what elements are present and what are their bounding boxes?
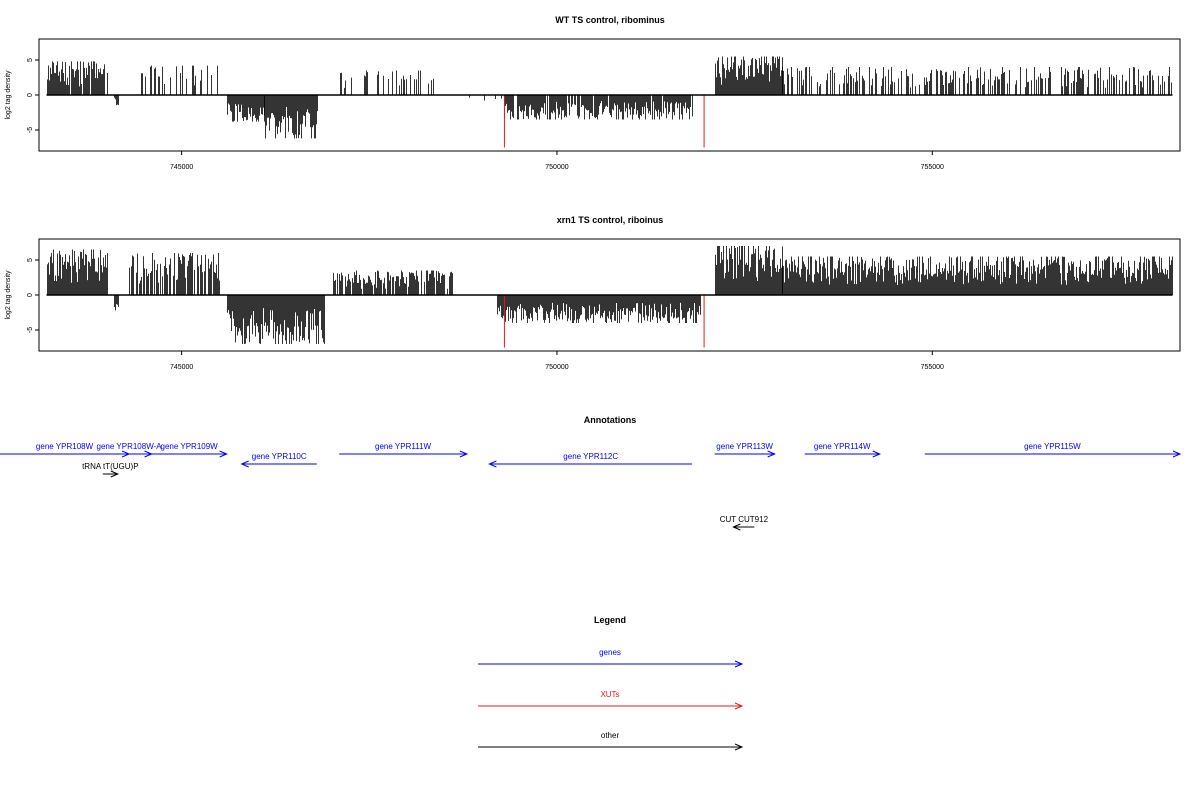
xrn1-bars <box>47 246 1173 348</box>
annotation-feature: gene YPR113W <box>714 442 776 458</box>
x-tick-label: 750000 <box>545 364 568 371</box>
x-tick-label: 745000 <box>170 164 193 171</box>
y-tick-label: 0 <box>27 93 34 97</box>
feature-arrowhead <box>240 460 249 468</box>
annotation-feature: tRNA tT(UGU)P <box>82 462 139 478</box>
y-tick-label: -5 <box>27 127 34 133</box>
feature-label: gene YPR110C <box>252 452 307 461</box>
legend-item-arrowhead <box>734 660 744 668</box>
annotation-feature: gene YPR114W <box>804 442 882 458</box>
x-tick-label: 745000 <box>170 364 193 371</box>
annotation-feature: gene YPR115W <box>924 442 1182 458</box>
feature-arrowhead <box>219 450 228 458</box>
feature-label: gene YPR115W <box>1024 442 1081 451</box>
annotation-feature: gene YPR110C <box>240 452 317 468</box>
legend-item-label: other <box>601 731 620 740</box>
legend-item-arrowhead <box>734 702 744 710</box>
legend-item-label: genes <box>599 648 621 657</box>
annotation-feature: CUT CUT912 <box>720 515 769 531</box>
feature-label: CUT CUT912 <box>720 515 769 524</box>
x-tick-label: 755000 <box>921 364 944 371</box>
legend-item: genes <box>478 648 744 668</box>
legend-item: XUTs <box>478 690 744 710</box>
feature-label: gene YPR109W <box>161 442 219 451</box>
y-tick-label: 5 <box>27 258 34 262</box>
annotation-feature: gene YPR111W <box>339 442 469 458</box>
feature-label: gene YPR114W <box>814 442 871 451</box>
xrn1-y-axis-label: log2 tag density <box>5 270 12 320</box>
feature-label: tRNA tT(UGU)P <box>82 462 138 471</box>
xrn1-panel-title: xrn1 TS control, riboinus <box>557 215 664 225</box>
xrn1-axes: -5 0 5 745000 750000 755000 <box>27 258 1173 371</box>
legend-item-label: XUTs <box>600 690 619 699</box>
annotation-feature: gene YPR109W <box>151 442 228 458</box>
legend-item-arrowhead <box>734 743 744 751</box>
legend-title: Legend <box>594 615 626 625</box>
feature-arrowhead <box>767 450 776 458</box>
wt-panel-title: WT TS control, ribominus <box>555 15 665 25</box>
legend-items: genes XUTs other <box>478 648 744 751</box>
feature-label: gene YPR111W <box>375 442 431 451</box>
legend-item: other <box>478 731 744 751</box>
y-tick-label: 0 <box>27 293 34 297</box>
feature-label: gene YPR112C <box>563 452 618 461</box>
legend-panel: Legend genes XUTs other <box>478 615 744 751</box>
xrn1-density-panel: xrn1 TS control, riboinus log2 tag densi… <box>5 215 1181 371</box>
x-tick-label: 755000 <box>921 164 944 171</box>
annotations-title: Annotations <box>584 415 637 425</box>
feature-arrowhead <box>110 470 120 478</box>
y-tick-label: 5 <box>27 58 34 62</box>
feature-arrowhead <box>488 460 497 468</box>
wt-axes: -5 0 5 745000 750000 755000 <box>27 58 1173 171</box>
feature-arrowhead <box>459 450 469 458</box>
wt-density-panel: WT TS control, ribominus log2 tag densit… <box>5 15 1181 171</box>
feature-arrowhead <box>872 450 882 458</box>
feature-label: gene YPR113W <box>716 442 773 451</box>
x-tick-label: 750000 <box>545 164 568 171</box>
annotation-feature: gene YPR108W-A <box>97 442 163 458</box>
wt-bars <box>47 56 1172 148</box>
feature-label: gene YPR108W <box>36 442 94 451</box>
wt-y-axis-label: log2 tag density <box>5 70 12 120</box>
feature-label: gene YPR108W-A <box>97 442 163 451</box>
annotations-panel: Annotations gene YPR108W gene YPR108W-Age… <box>0 415 1182 531</box>
feature-arrowhead <box>732 523 741 531</box>
annotation-feature: gene YPR112C <box>488 452 693 468</box>
feature-arrowhead <box>1172 450 1182 458</box>
y-tick-label: -5 <box>27 327 34 333</box>
